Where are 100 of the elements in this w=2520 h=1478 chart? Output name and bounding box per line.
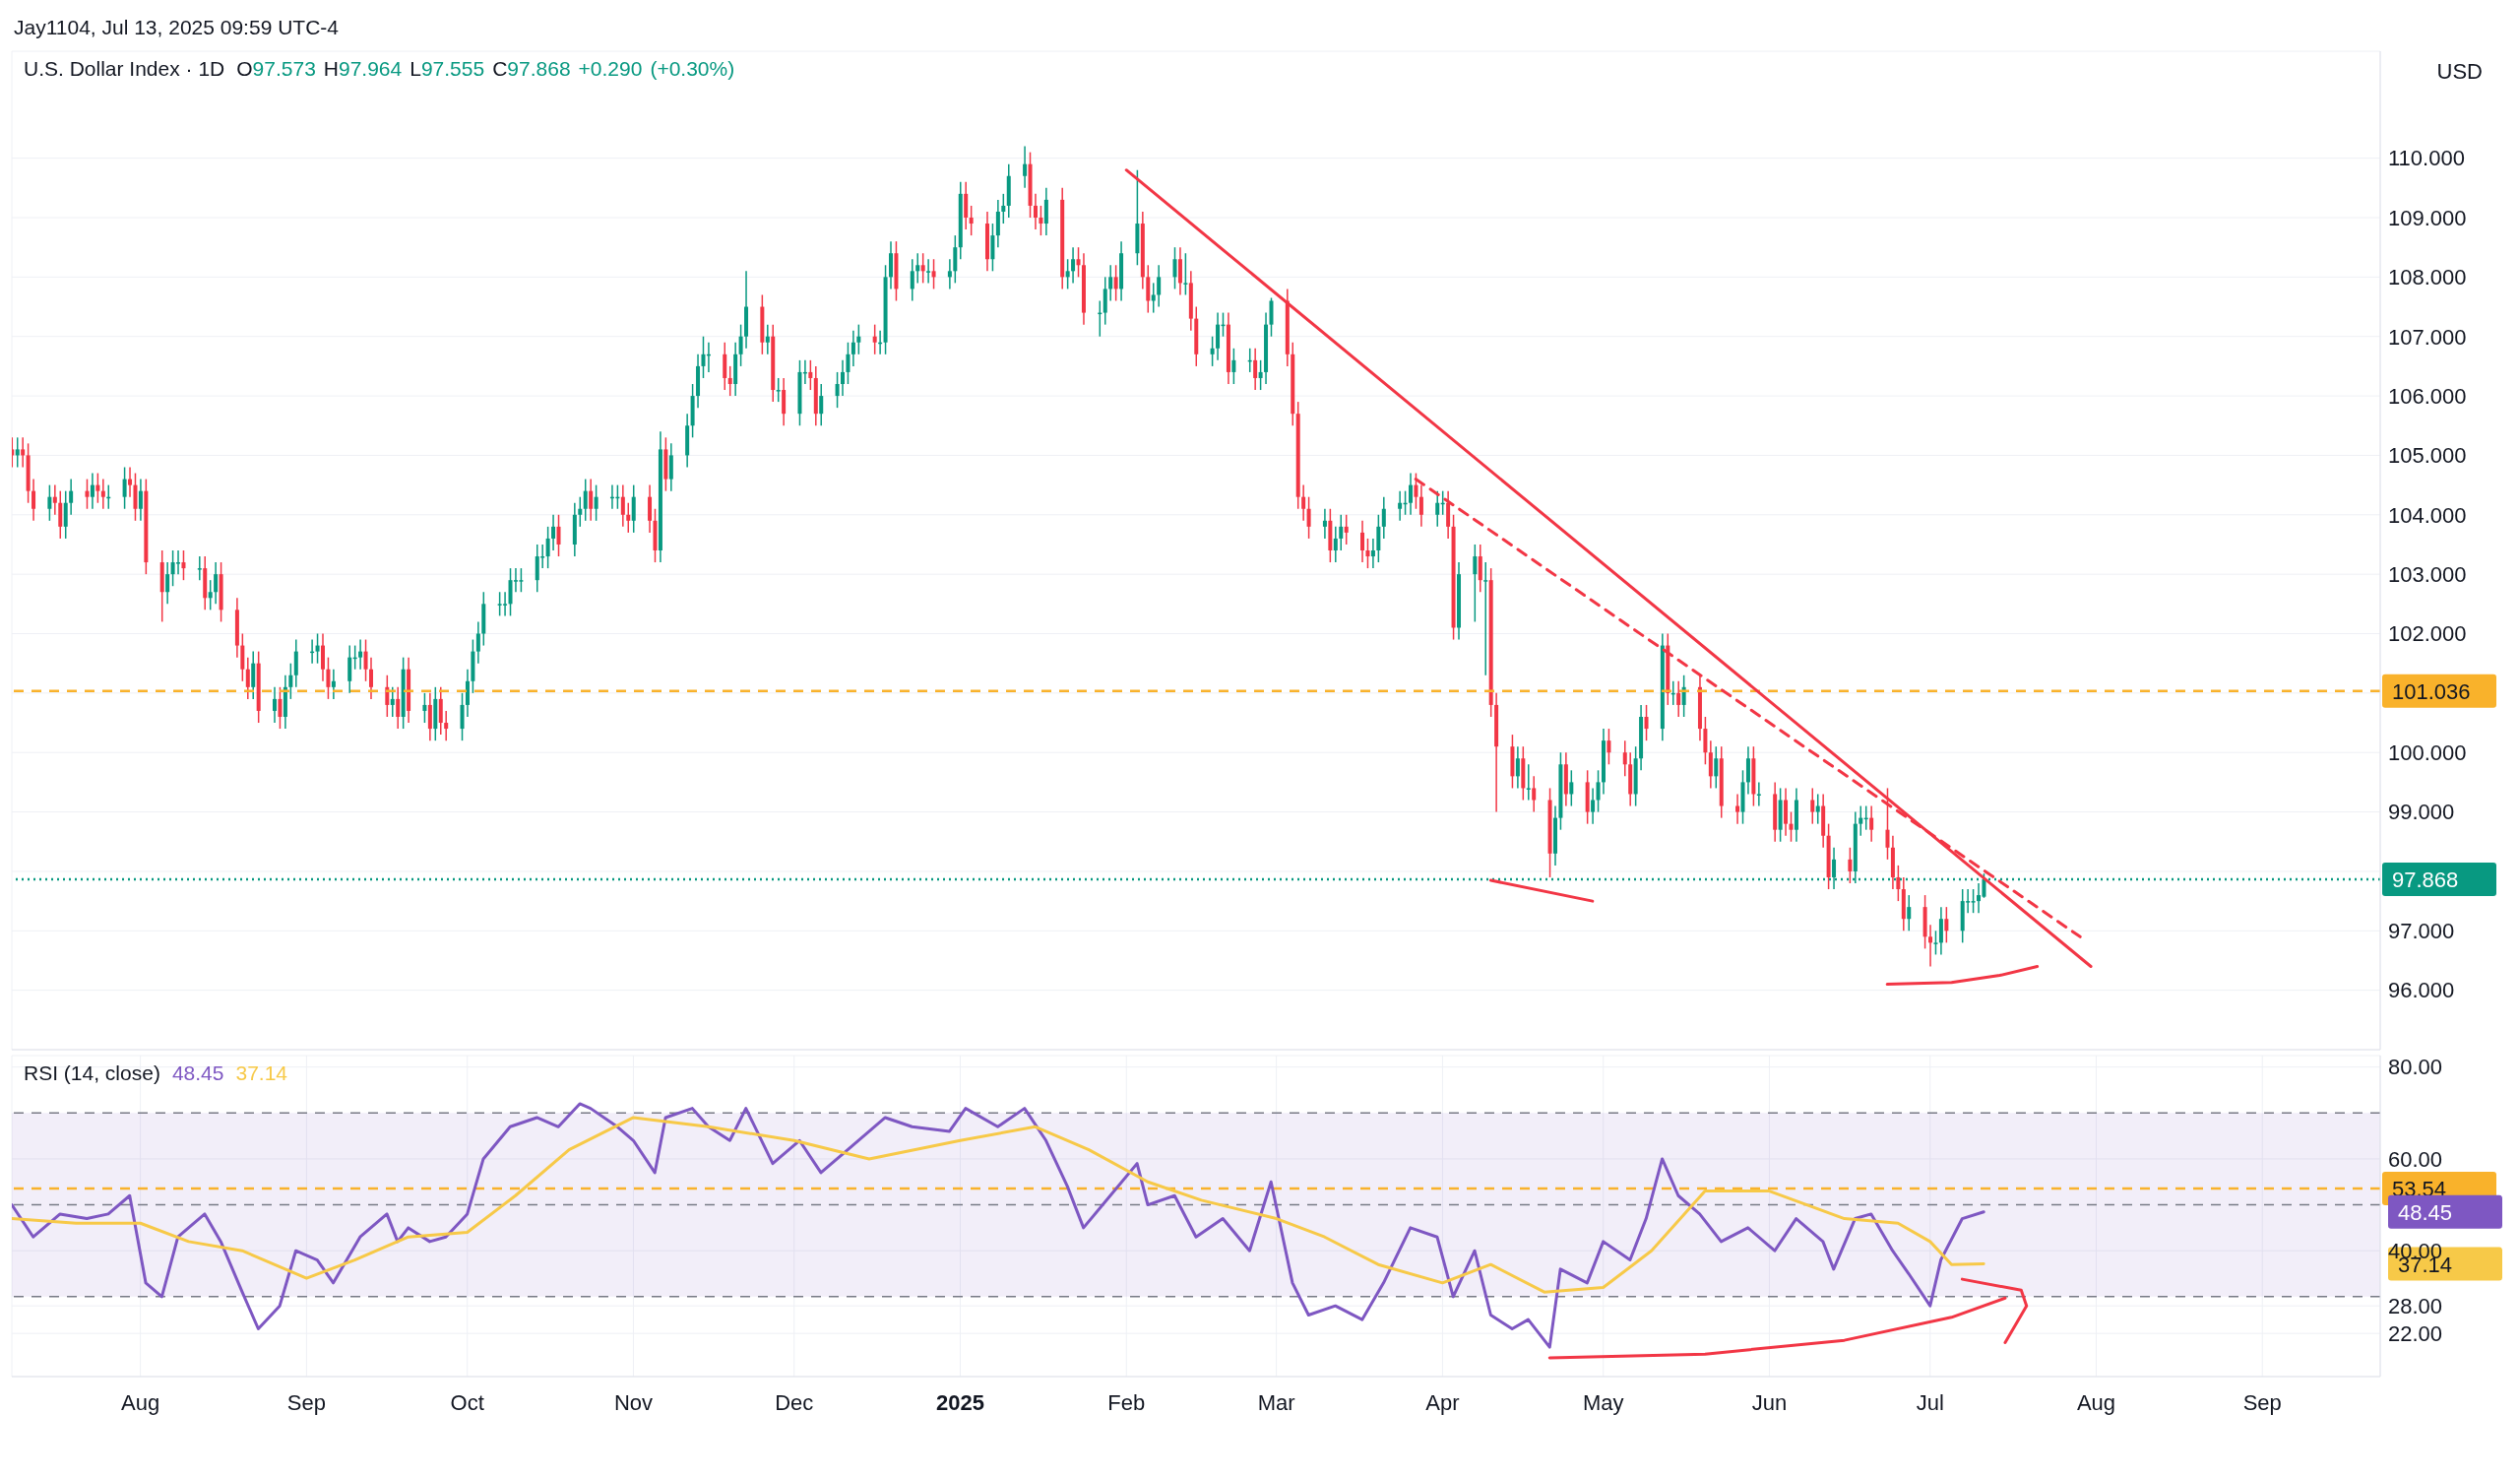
candlestick (214, 561, 219, 606)
candlestick (1076, 246, 1081, 279)
candlestick (915, 252, 920, 285)
candlestick (475, 620, 480, 665)
line-series (12, 1116, 1985, 1294)
chart-title: RSI (14, close) (24, 1061, 160, 1084)
x-tick-label: Oct (450, 1390, 484, 1415)
candlestick (1065, 258, 1070, 290)
candlestick (1848, 847, 1853, 884)
candlestick (122, 466, 127, 510)
candlestick (545, 526, 550, 569)
candlestick (1301, 483, 1306, 522)
candlestick (835, 371, 840, 409)
x-tick-label: May (1582, 1390, 1624, 1415)
candlestick (1333, 526, 1338, 563)
candlestick (1172, 246, 1177, 290)
candlestick (1339, 514, 1344, 551)
candlestick (872, 323, 877, 355)
candlestick (315, 632, 320, 665)
x-tick-label: Jun (1751, 1390, 1788, 1415)
candlestick (841, 359, 846, 397)
candlestick (1409, 472, 1414, 516)
candlestick (1569, 769, 1574, 807)
x-tick-label: Aug (121, 1390, 160, 1415)
candlestick (90, 472, 94, 510)
candlestick (1108, 264, 1113, 302)
candlestick (594, 483, 598, 522)
candlestick (15, 436, 20, 469)
candlestick (850, 329, 855, 367)
candlestick (551, 514, 556, 551)
y-tick-label: 97.000 (2388, 919, 2455, 944)
x-tick-label: Dec (775, 1390, 814, 1415)
candlestick (1858, 804, 1863, 837)
candlestick (1944, 906, 1949, 944)
candlestick (1928, 924, 1933, 968)
candlestick (1370, 538, 1375, 569)
x-tick-label: Sep (2242, 1390, 2282, 1415)
candlestick (278, 686, 283, 730)
candlestick (1381, 495, 1386, 540)
y-tick-label: 107.000 (2388, 324, 2467, 350)
x-tick-label: Mar (1257, 1390, 1295, 1415)
candlestick (1039, 205, 1043, 236)
candlestick (1418, 483, 1423, 528)
candlestick (1483, 561, 1488, 676)
x-tick-label: Apr (1425, 1390, 1460, 1415)
candlestick (701, 335, 706, 379)
candlestick (1183, 252, 1188, 296)
candlestick (920, 252, 925, 285)
ref-line-label: 101.036 (2392, 678, 2471, 704)
candlestick (1644, 704, 1649, 741)
candlestick (765, 323, 770, 355)
chart-title: U.S. Dollar Index · 1D (24, 57, 225, 80)
candlestick (21, 436, 26, 469)
candlestick (1532, 775, 1537, 813)
candlestick (1933, 930, 1938, 956)
candlestick (368, 656, 373, 700)
candlestick (444, 710, 449, 741)
candlestick (1360, 520, 1365, 563)
candlestick (1869, 804, 1874, 843)
candlestick (1322, 508, 1327, 540)
text: 48.45 (2398, 1199, 2453, 1225)
y-tick-label: 102.000 (2388, 621, 2467, 647)
candlestick (1398, 489, 1403, 522)
candlestick (1885, 787, 1890, 861)
candlestick (1365, 538, 1370, 569)
candlestick (578, 495, 583, 528)
candlestick (1113, 264, 1118, 302)
candlestick (947, 258, 952, 290)
candlestick (1253, 348, 1258, 391)
candlestick (358, 638, 363, 671)
candlestick (1306, 495, 1311, 540)
candlestick (1789, 810, 1794, 843)
y-tick-label: 105.000 (2388, 443, 2467, 469)
y-tick-label: 80.00 (2388, 1055, 2443, 1080)
candlestick (100, 478, 105, 510)
x-tick-label: Nov (613, 1390, 653, 1415)
candlestick (1676, 680, 1681, 718)
candlestick (727, 365, 732, 397)
candlestick (331, 668, 336, 700)
candlestick (1596, 769, 1601, 813)
candlestick (1815, 793, 1820, 825)
candlestick (1071, 246, 1076, 285)
candlestick (1001, 193, 1006, 225)
candlestick (776, 377, 781, 403)
annotation: 37.14 (235, 1061, 288, 1084)
candlestick (819, 383, 824, 426)
y-tick-label: 109.000 (2388, 205, 2467, 230)
candlestick (1606, 728, 1611, 766)
candlestick (69, 478, 74, 516)
candlestick (969, 205, 974, 236)
candlestick (589, 478, 594, 522)
candlestick (1735, 793, 1740, 825)
x-tick-label: 2025 (936, 1390, 984, 1415)
x-tick-label: Sep (286, 1390, 326, 1415)
y-tick-label: 100.000 (2388, 740, 2467, 766)
candlestick (363, 638, 368, 682)
candlestick (1157, 264, 1162, 308)
y-tick-label: 99.000 (2388, 800, 2455, 825)
candlestick (1810, 787, 1815, 825)
candlestick (181, 549, 186, 581)
